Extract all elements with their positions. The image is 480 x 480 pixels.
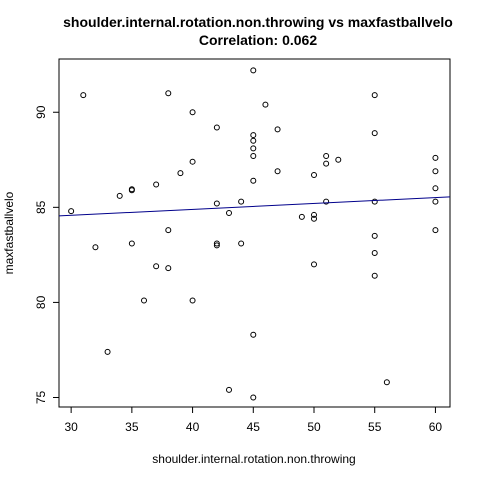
data-point xyxy=(116,192,123,199)
data-point xyxy=(311,261,317,268)
data-point xyxy=(189,297,196,304)
x-tick-label: 60 xyxy=(429,420,443,434)
data-point xyxy=(213,240,220,247)
data-points xyxy=(68,67,439,401)
data-point xyxy=(226,386,232,393)
data-point xyxy=(128,186,135,193)
data-point xyxy=(250,394,257,401)
data-point xyxy=(432,185,439,192)
y-tick-label: 90 xyxy=(34,105,48,119)
data-point xyxy=(153,181,160,188)
data-point xyxy=(226,210,232,217)
data-point xyxy=(128,240,135,247)
x-tick-label: 45 xyxy=(247,420,261,434)
data-point xyxy=(250,177,257,184)
data-point xyxy=(238,240,245,247)
data-point xyxy=(432,168,439,175)
data-point xyxy=(371,130,378,137)
y-tick-label: 80 xyxy=(34,295,48,309)
x-tick-label: 35 xyxy=(125,420,139,434)
data-point xyxy=(323,152,330,159)
y-tick-label: 75 xyxy=(34,390,48,404)
data-point xyxy=(213,124,220,131)
data-point xyxy=(165,227,172,234)
data-point xyxy=(335,156,342,163)
data-point xyxy=(189,158,196,165)
data-point xyxy=(371,92,378,99)
x-tick-label: 50 xyxy=(307,420,321,434)
data-point xyxy=(213,242,220,249)
fit-line-group xyxy=(58,196,451,217)
data-point xyxy=(323,160,330,167)
data-point xyxy=(323,198,330,205)
data-point xyxy=(371,249,378,256)
data-point xyxy=(262,101,269,108)
data-point xyxy=(104,348,111,355)
chart-title: shoulder.internal.rotation.non.throwing … xyxy=(63,14,453,30)
data-point xyxy=(250,132,257,139)
data-point xyxy=(165,90,172,97)
data-point xyxy=(371,232,378,239)
data-point xyxy=(311,215,317,222)
data-point xyxy=(153,263,160,270)
data-point xyxy=(238,198,245,205)
data-point xyxy=(177,170,184,177)
data-point xyxy=(213,200,220,207)
data-point xyxy=(274,126,281,133)
data-point xyxy=(432,154,439,161)
data-point xyxy=(383,379,390,386)
data-point xyxy=(311,172,317,178)
data-point xyxy=(250,145,257,152)
data-point xyxy=(311,211,317,218)
data-point xyxy=(371,198,378,205)
x-axis: 30 35 40 45 50 55 60 xyxy=(64,407,442,434)
x-tick-label: 30 xyxy=(64,420,78,434)
x-axis-label: shoulder.internal.rotation.non.throwing xyxy=(152,452,355,466)
data-point xyxy=(298,213,305,220)
data-point xyxy=(371,272,378,279)
data-point xyxy=(432,227,439,234)
data-point xyxy=(189,109,196,116)
data-point xyxy=(250,152,257,159)
x-tick-label: 40 xyxy=(186,420,200,434)
data-point xyxy=(250,331,257,338)
data-point xyxy=(274,168,281,175)
data-point xyxy=(165,265,172,272)
y-axis: 75 80 85 90 xyxy=(34,105,59,404)
chart-subtitle: Correlation: 0.062 xyxy=(199,32,317,48)
data-point xyxy=(80,92,87,99)
data-point xyxy=(92,244,99,251)
plot-frame xyxy=(58,58,451,408)
y-axis-label: maxfastballvelo xyxy=(2,191,16,274)
data-point xyxy=(250,67,257,74)
y-tick-label: 85 xyxy=(34,200,48,214)
x-tick-label: 55 xyxy=(368,420,382,434)
data-point xyxy=(68,208,75,215)
data-point xyxy=(432,198,439,205)
data-point xyxy=(250,137,257,144)
data-point xyxy=(141,297,147,304)
regression-line xyxy=(58,196,451,217)
